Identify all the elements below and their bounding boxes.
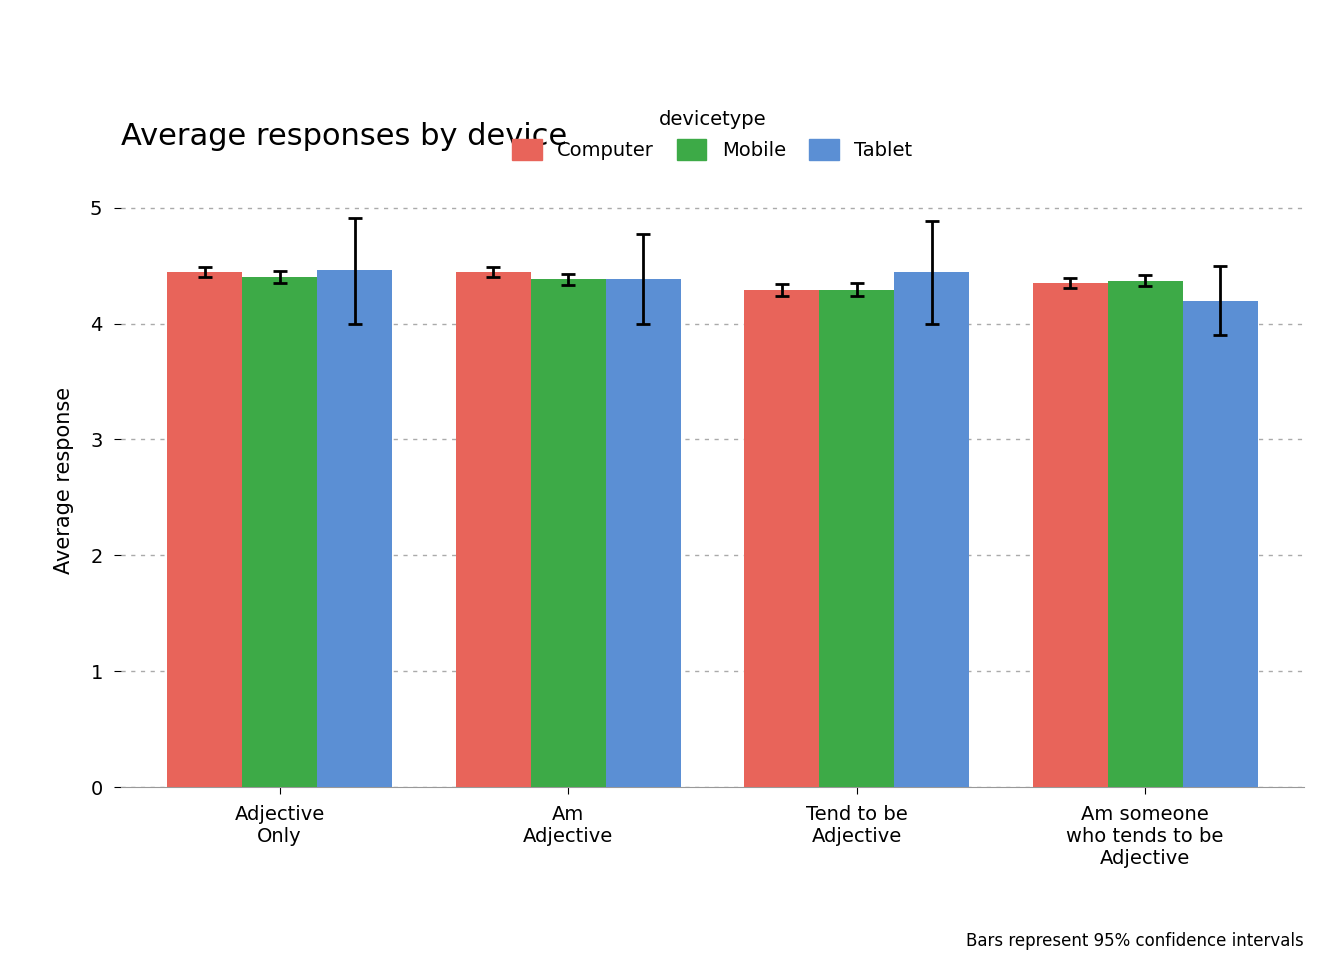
Bar bbox=[167, 273, 242, 787]
Y-axis label: Average response: Average response bbox=[54, 387, 74, 573]
Bar bbox=[1032, 283, 1107, 787]
Bar bbox=[894, 273, 969, 787]
Bar bbox=[242, 277, 317, 787]
Bar bbox=[1183, 301, 1258, 787]
Legend: Computer, Mobile, Tablet: Computer, Mobile, Tablet bbox=[504, 103, 921, 168]
Bar bbox=[818, 290, 894, 787]
Bar bbox=[531, 279, 606, 787]
Text: Bars represent 95% confidence intervals: Bars represent 95% confidence intervals bbox=[966, 932, 1304, 950]
Text: Average responses by device: Average responses by device bbox=[121, 122, 567, 151]
Bar bbox=[606, 279, 680, 787]
Bar bbox=[1107, 280, 1183, 787]
Bar bbox=[456, 273, 531, 787]
Bar bbox=[317, 270, 392, 787]
Bar bbox=[745, 290, 818, 787]
